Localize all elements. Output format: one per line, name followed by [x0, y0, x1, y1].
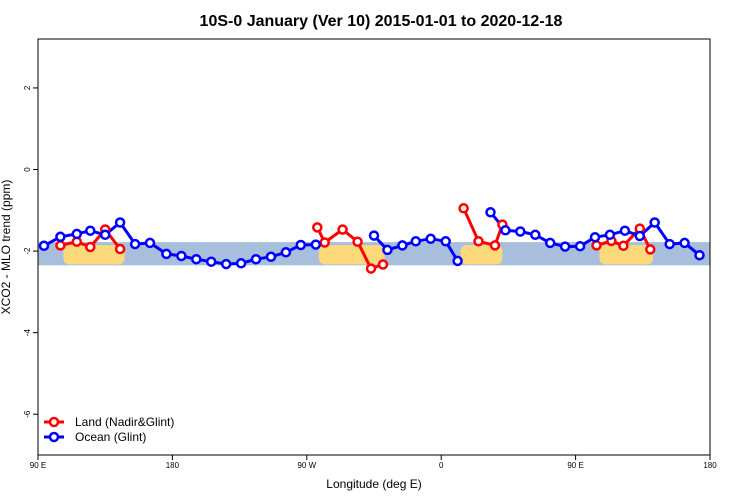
ocean-data-point	[250, 253, 262, 265]
y-tick-label: 0	[23, 167, 32, 172]
legend-land-marker	[48, 416, 60, 428]
x-tick-label: 180	[703, 461, 717, 470]
land-patch	[460, 245, 503, 265]
ocean-data-point	[410, 236, 422, 247]
chart-title: 10S-0 January (Ver 10) 2015-01-01 to 202…	[200, 13, 563, 30]
ocean-data-point	[220, 258, 232, 270]
land-patch	[318, 245, 385, 265]
ocean-data-point	[649, 217, 660, 228]
land-data-point	[85, 241, 96, 253]
ocean-data-point	[530, 229, 541, 241]
ocean-data-point	[71, 228, 83, 240]
ocean-data-point	[295, 239, 307, 251]
ocean-data-point	[368, 230, 380, 241]
y-tick-label: 2	[23, 85, 32, 90]
land-data-point	[337, 224, 348, 235]
land-data-point	[114, 243, 126, 255]
ocean-data-point	[129, 238, 141, 250]
ocean-data-point	[161, 248, 172, 260]
x-tick-label: 90 W	[297, 461, 316, 470]
land-data-point	[352, 236, 363, 247]
ocean-data-point	[38, 240, 50, 252]
ocean-data-point	[559, 241, 571, 252]
ocean-data-point	[440, 236, 451, 247]
ocean-data-point	[500, 225, 511, 236]
land-data-point	[618, 240, 629, 252]
land-data-point	[645, 244, 656, 255]
x-tick-label: 180	[166, 461, 180, 470]
ocean-data-point	[144, 237, 156, 249]
legend: Land (Nadir&Glint) Ocean (Glint)	[44, 415, 174, 444]
ocean-data-point	[55, 231, 66, 243]
ocean-data-point	[205, 256, 217, 267]
ocean-data-point	[310, 239, 322, 250]
ocean-data-point	[619, 225, 631, 236]
land-data-point	[489, 240, 501, 251]
land-data-point	[473, 236, 484, 247]
ocean-data-point	[280, 247, 292, 258]
y-tick-label: -6	[23, 410, 32, 418]
ocean-data-point	[604, 229, 616, 241]
ocean-data-point	[382, 244, 393, 256]
ocean-data-point	[574, 240, 586, 252]
axes: 90 E 180 90 W 0 90 E 180 2 0 -2 -4 -6	[23, 85, 717, 470]
ocean-data-point	[634, 230, 646, 242]
series-layer	[38, 203, 705, 274]
x-tick-label: 90 E	[30, 461, 46, 470]
legend-ocean-label: Ocean (Glint)	[75, 430, 146, 444]
land-patch	[599, 245, 654, 265]
ocean-data-point	[85, 225, 96, 236]
ocean-data-point	[99, 229, 111, 241]
ocean-data-point	[425, 233, 436, 245]
y-tick-label: -2	[23, 247, 32, 255]
legend-land-label: Land (Nadir&Glint)	[75, 415, 174, 429]
ocean-data-point	[265, 251, 277, 263]
ocean-data-point	[544, 237, 556, 249]
land-data-point	[377, 259, 389, 270]
plot-frame	[37, 38, 711, 456]
land-data-point	[365, 263, 377, 274]
land-patch	[63, 245, 125, 265]
y-axis-label: XCO2 - MLO trend (ppm)	[0, 180, 13, 315]
land-data-point	[312, 222, 323, 233]
x-axis-label: Longitude (deg E)	[326, 477, 421, 491]
ocean-data-point	[176, 250, 187, 262]
x-tick-label: 90 E	[567, 461, 583, 470]
ocean-data-point	[589, 231, 601, 243]
land-series-line	[462, 207, 504, 247]
legend-ocean-marker	[48, 431, 60, 443]
land-data-point	[55, 240, 66, 251]
y-tick-label: -4	[23, 329, 32, 337]
ocean-data-point	[664, 238, 675, 250]
land-data-point	[458, 203, 469, 214]
ocean-data-point	[515, 226, 526, 237]
ocean-data-point	[114, 217, 126, 228]
ocean-data-point	[397, 240, 408, 251]
ocean-data-point	[694, 249, 705, 261]
ocean-data-point	[485, 207, 496, 218]
ocean-data-point	[452, 255, 463, 267]
x-tick-label: 0	[439, 461, 444, 470]
ocean-data-point	[679, 237, 690, 249]
ocean-data-point	[235, 258, 247, 269]
ocean-data-point	[191, 253, 202, 265]
land-data-point	[591, 240, 602, 251]
land-data-point	[319, 237, 330, 248]
